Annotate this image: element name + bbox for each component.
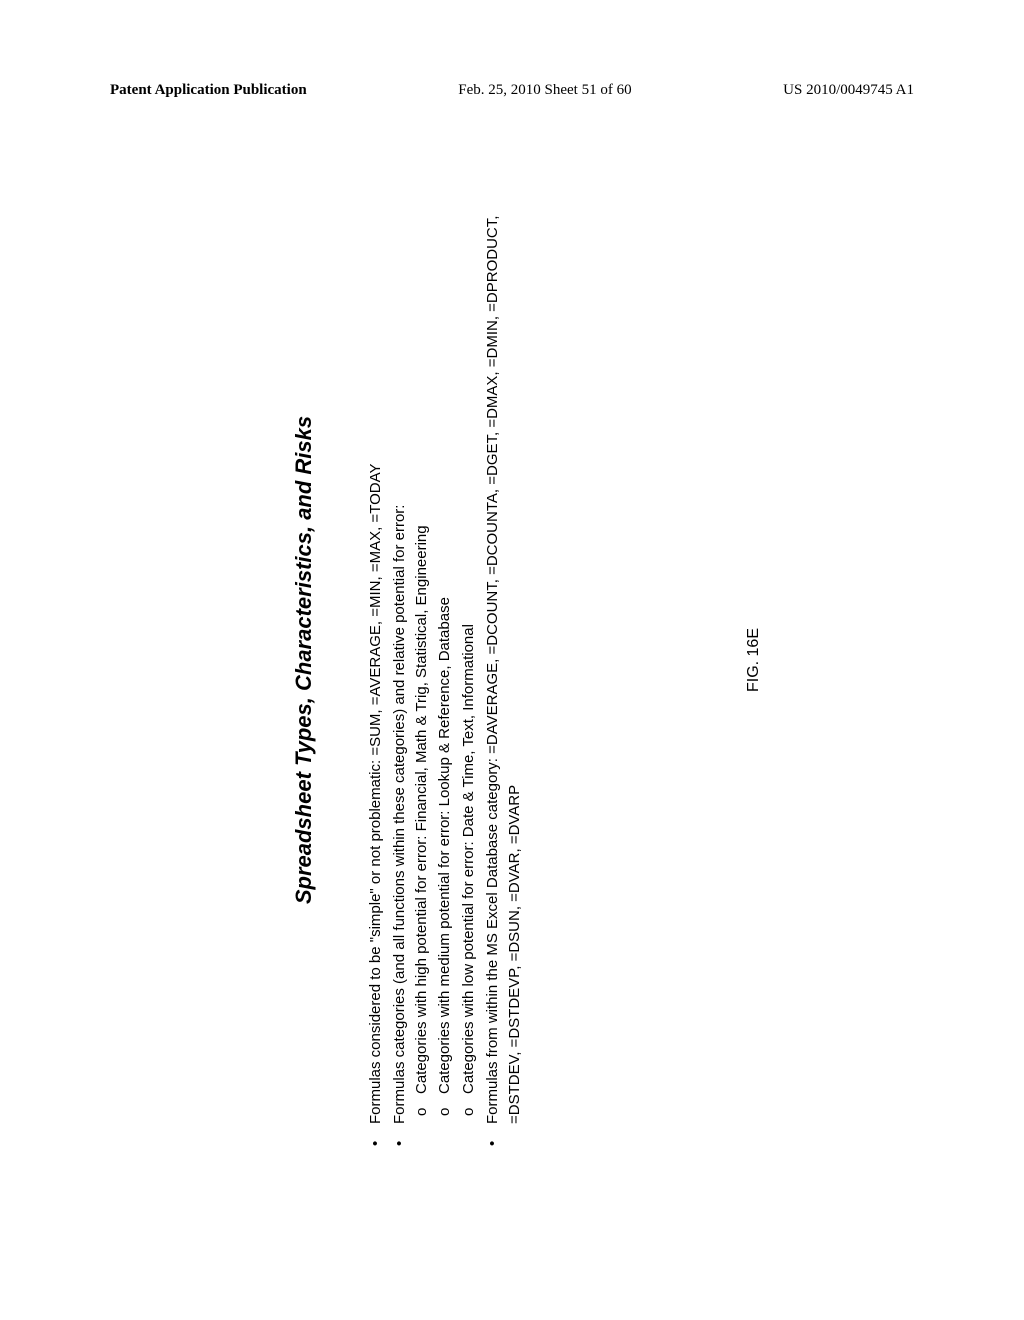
figure-label: FIG. 16E [745,170,763,1150]
bullet-list: Formulas considered to be "simple" or no… [365,170,525,1150]
bullet-item: Formulas categories (and all functions w… [389,170,480,1150]
bullet-text: Formulas categories (and all functions w… [391,505,408,1124]
sub-item: Categories with low potential for error:… [458,170,480,1124]
header-right: US 2010/0049745 A1 [783,82,914,99]
page-header: Patent Application Publication Feb. 25, … [110,82,914,99]
figure-content: Spreadsheet Types, Characteristics, and … [261,170,763,1150]
document-title: Spreadsheet Types, Characteristics, and … [291,170,317,1150]
bullet-item: Formulas considered to be "simple" or no… [365,170,387,1150]
bullet-item: Formulas from within the MS Excel Databa… [482,170,526,1150]
page: Patent Application Publication Feb. 25, … [0,0,1024,1320]
sub-item: Categories with medium potential for err… [434,170,456,1124]
sub-item: Categories with high potential for error… [410,170,432,1124]
header-center: Feb. 25, 2010 Sheet 51 of 60 [458,82,631,99]
header-left: Patent Application Publication [110,82,307,99]
sub-list: Categories with high potential for error… [410,170,479,1124]
